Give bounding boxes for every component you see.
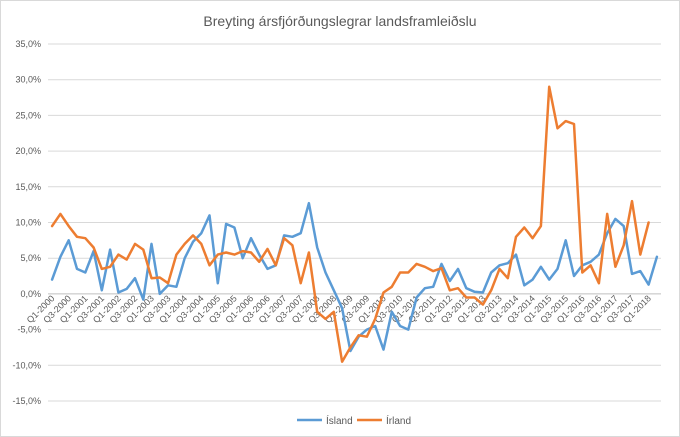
y-tick-label: 25,0% bbox=[15, 110, 41, 120]
series-line-island bbox=[50, 201, 659, 353]
legend-label-island: Ísland bbox=[326, 414, 353, 427]
y-tick-label: -5,0% bbox=[17, 325, 41, 335]
chart-title: Breyting ársfjórðungslegrar landsframlei… bbox=[203, 13, 476, 29]
y-tick-label: 5,0% bbox=[20, 253, 41, 263]
y-axis-tick-labels: -15,0% -10,0% -5,0% 0,0% 5,0% 10,0% 15,0% 20,0%… bbox=[12, 39, 41, 406]
y-tick-label: 10,0% bbox=[15, 218, 41, 228]
y-tick-label: 35,0% bbox=[15, 39, 41, 49]
series-lines bbox=[50, 85, 659, 363]
y-tick-label: -15,0% bbox=[12, 396, 41, 406]
y-tick-label: 20,0% bbox=[15, 146, 41, 156]
y-tick-label: 15,0% bbox=[15, 182, 41, 192]
y-tick-label: 0,0% bbox=[20, 289, 41, 299]
series-line-irland bbox=[50, 85, 650, 363]
legend: Ísland Írland bbox=[297, 414, 411, 427]
y-tick-label: -10,0% bbox=[12, 360, 41, 370]
gridlines bbox=[48, 43, 661, 402]
y-tick-label: 30,0% bbox=[15, 75, 41, 85]
legend-label-irland: Írland bbox=[386, 414, 411, 427]
x-axis-tick-labels: Q1-2000Q3-2000Q1-2001Q3-2001Q1-2002Q3-20… bbox=[25, 293, 653, 325]
